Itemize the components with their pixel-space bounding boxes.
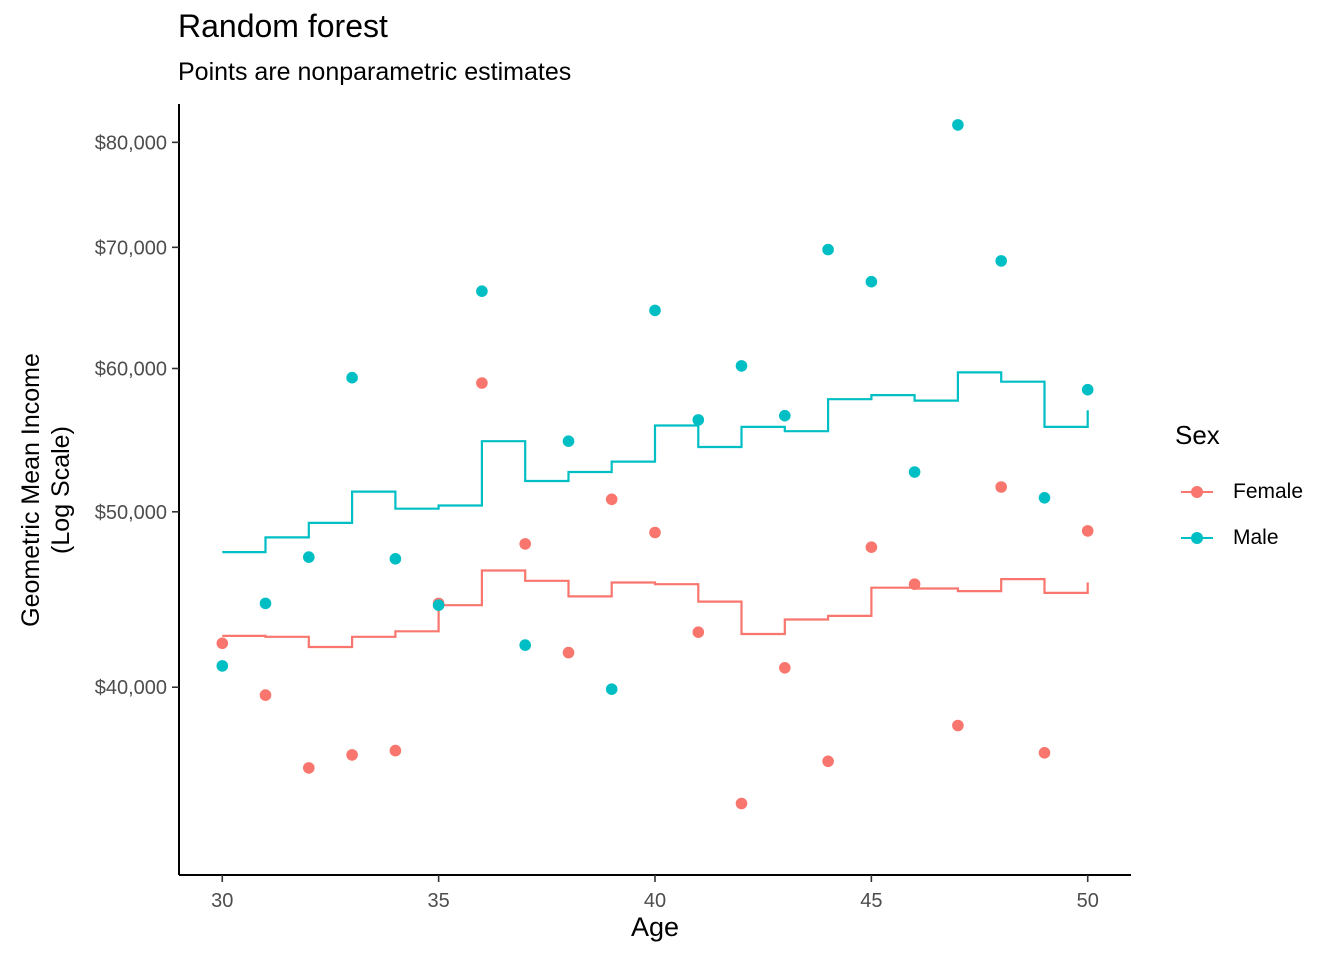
chart-subtitle: Points are nonparametric estimates (178, 58, 572, 86)
data-point-female-34 (389, 744, 402, 757)
x-axis-label: Age (630, 912, 680, 942)
y-axis-label-line-1: Geometric Mean Income (17, 353, 45, 627)
y-axis-label: Geometric Mean Income (Log Scale) (16, 353, 76, 627)
legend: Sex Female Male (1175, 420, 1303, 561)
data-point-male-45 (865, 275, 878, 288)
data-point-male-33 (346, 371, 358, 384)
data-point-male-47 (952, 119, 964, 131)
data-point-male-40 (649, 304, 661, 317)
data-point-female-50 (1081, 525, 1094, 537)
y-tick-label-80000: $80,000 (95, 132, 167, 154)
x-tick-label-40: 40 (644, 890, 666, 912)
data-point-female-32 (303, 762, 315, 774)
x-tick-label-50: 50 (1077, 890, 1099, 912)
y-tick-label-40000: $40,000 (95, 677, 167, 699)
legend-point-female (1191, 486, 1203, 498)
x-tick-label-45: 45 (860, 890, 882, 912)
data-point-male-41 (692, 414, 705, 426)
data-point-female-30 (216, 637, 229, 650)
legend-item-female: Female (1175, 469, 1303, 515)
data-point-male-44 (822, 243, 834, 256)
data-point-female-41 (692, 626, 705, 638)
data-point-male-43 (779, 409, 791, 422)
data-point-male-42 (735, 360, 748, 372)
data-point-female-37 (519, 538, 531, 550)
data-point-male-39 (605, 683, 618, 695)
data-point-female-31 (259, 689, 272, 701)
data-point-female-47 (952, 719, 964, 732)
data-point-female-45 (865, 541, 878, 553)
y-axis-label-line-2: (Log Scale) (47, 426, 75, 554)
y-tick-label-60000: $60,000 (95, 358, 167, 380)
chart-title: Random forest (178, 8, 388, 44)
data-point-male-48 (995, 255, 1007, 267)
x-tick-label-30: 30 (211, 890, 233, 912)
x-tick-label-35: 35 (428, 890, 450, 912)
data-point-female-43 (779, 662, 791, 674)
legend-key-female (1175, 482, 1219, 502)
legend-key-male (1175, 528, 1219, 548)
data-point-male-50 (1081, 383, 1094, 396)
legend-label-male: Male (1233, 526, 1279, 549)
data-point-male-36 (476, 285, 488, 298)
legend-title: Sex (1175, 420, 1220, 450)
data-point-female-49 (1038, 747, 1051, 759)
data-point-male-35 (432, 599, 445, 611)
data-point-male-30 (216, 660, 229, 672)
data-point-female-44 (822, 755, 834, 768)
data-point-male-46 (908, 466, 921, 478)
data-point-male-38 (562, 435, 575, 448)
series-line-female (222, 569, 1089, 649)
data-point-male-49 (1038, 492, 1051, 504)
data-point-female-48 (995, 481, 1007, 493)
data-point-male-37 (519, 639, 531, 651)
data-point-female-36 (476, 377, 488, 389)
data-point-male-32 (303, 551, 315, 563)
data-point-female-46 (908, 578, 921, 590)
data-point-female-33 (346, 749, 358, 761)
data-point-male-34 (389, 553, 402, 565)
legend-label-female: Female (1233, 480, 1304, 503)
data-point-female-40 (649, 526, 661, 539)
legend-point-male (1191, 532, 1203, 544)
data-point-male-31 (259, 597, 272, 610)
data-point-female-42 (735, 797, 748, 810)
y-tick-label-50000: $50,000 (95, 502, 167, 524)
legend-item-male: Male (1175, 515, 1303, 561)
data-point-female-38 (562, 646, 575, 659)
data-point-female-39 (605, 493, 618, 506)
y-tick-label-70000: $70,000 (95, 237, 167, 259)
series-line-male (222, 371, 1089, 554)
